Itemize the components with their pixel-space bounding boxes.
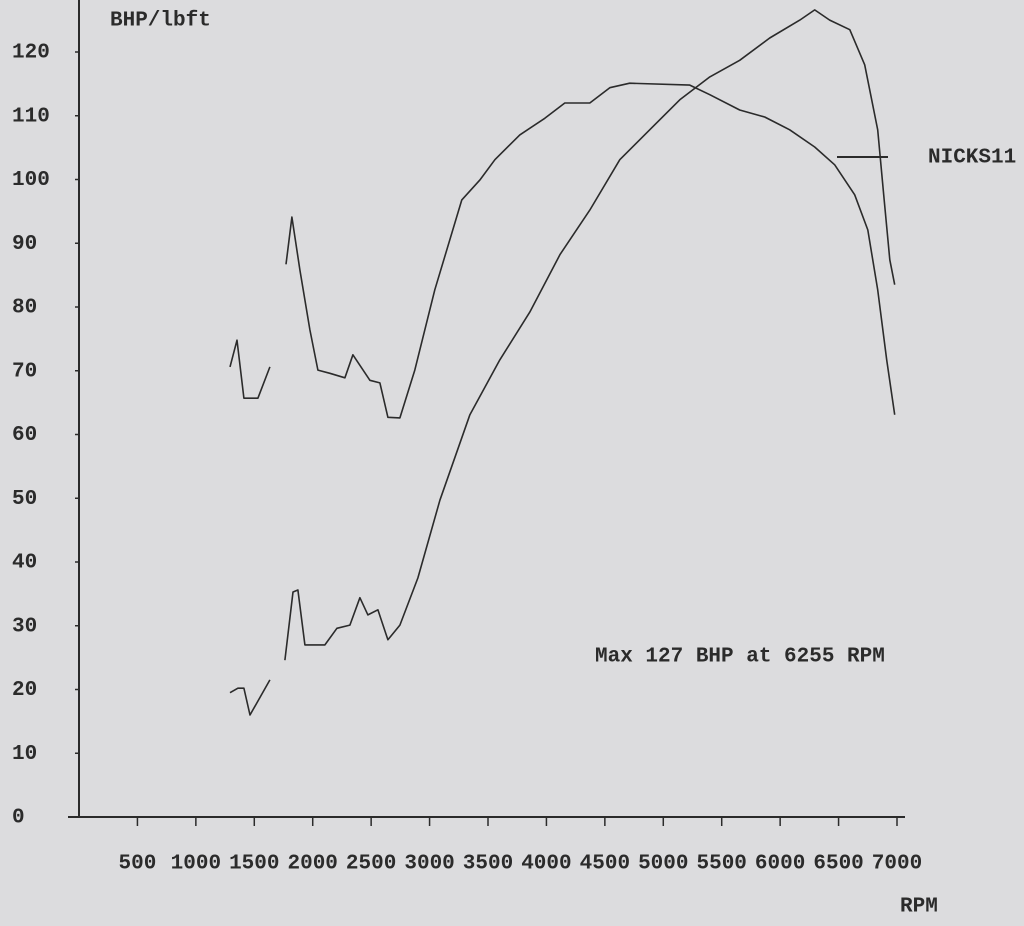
y-tick-label: 30 <box>12 615 37 638</box>
y-tick-label: 90 <box>12 233 37 256</box>
x-axis-label: RPM <box>900 896 938 919</box>
y-tick-label: 80 <box>12 297 37 320</box>
x-tick-label: 4000 <box>521 853 571 876</box>
x-tick-label: 5500 <box>697 853 747 876</box>
y-tick-label: 120 <box>12 42 50 65</box>
y-tick-label: 20 <box>12 679 37 702</box>
y-tick-label: 50 <box>12 488 37 511</box>
x-tick-label: 1000 <box>171 853 221 876</box>
y-tick-label: 60 <box>12 424 37 447</box>
x-tick-label: 2500 <box>346 853 396 876</box>
x-tick-label: 2000 <box>288 853 338 876</box>
x-tick-label: 3000 <box>404 853 454 876</box>
x-tick-label: 7000 <box>872 853 922 876</box>
x-tick-label: 1500 <box>229 853 279 876</box>
y-tick-label: 70 <box>12 360 37 383</box>
y-axis-label: BHP/lbft <box>110 10 211 33</box>
x-tick-label: 3500 <box>463 853 513 876</box>
power-torque-line <box>229 9 896 716</box>
power-torque-line <box>229 82 896 419</box>
x-tick-label: 6000 <box>755 853 805 876</box>
y-tick-label: 110 <box>12 105 50 128</box>
x-tick-label: 5000 <box>638 853 688 876</box>
run-label: NICKS11 <box>928 147 1016 170</box>
annotation: Max 127 BHP at 6255 RPM <box>595 646 885 669</box>
y-tick-label: 0 <box>12 807 25 830</box>
x-tick-label: 4500 <box>580 853 630 876</box>
x-tick-label: 6500 <box>813 853 863 876</box>
y-tick-label: 100 <box>12 169 50 192</box>
y-tick-label: 10 <box>12 743 37 766</box>
x-tick-label: 500 <box>119 853 157 876</box>
y-tick-label: 40 <box>12 552 37 575</box>
